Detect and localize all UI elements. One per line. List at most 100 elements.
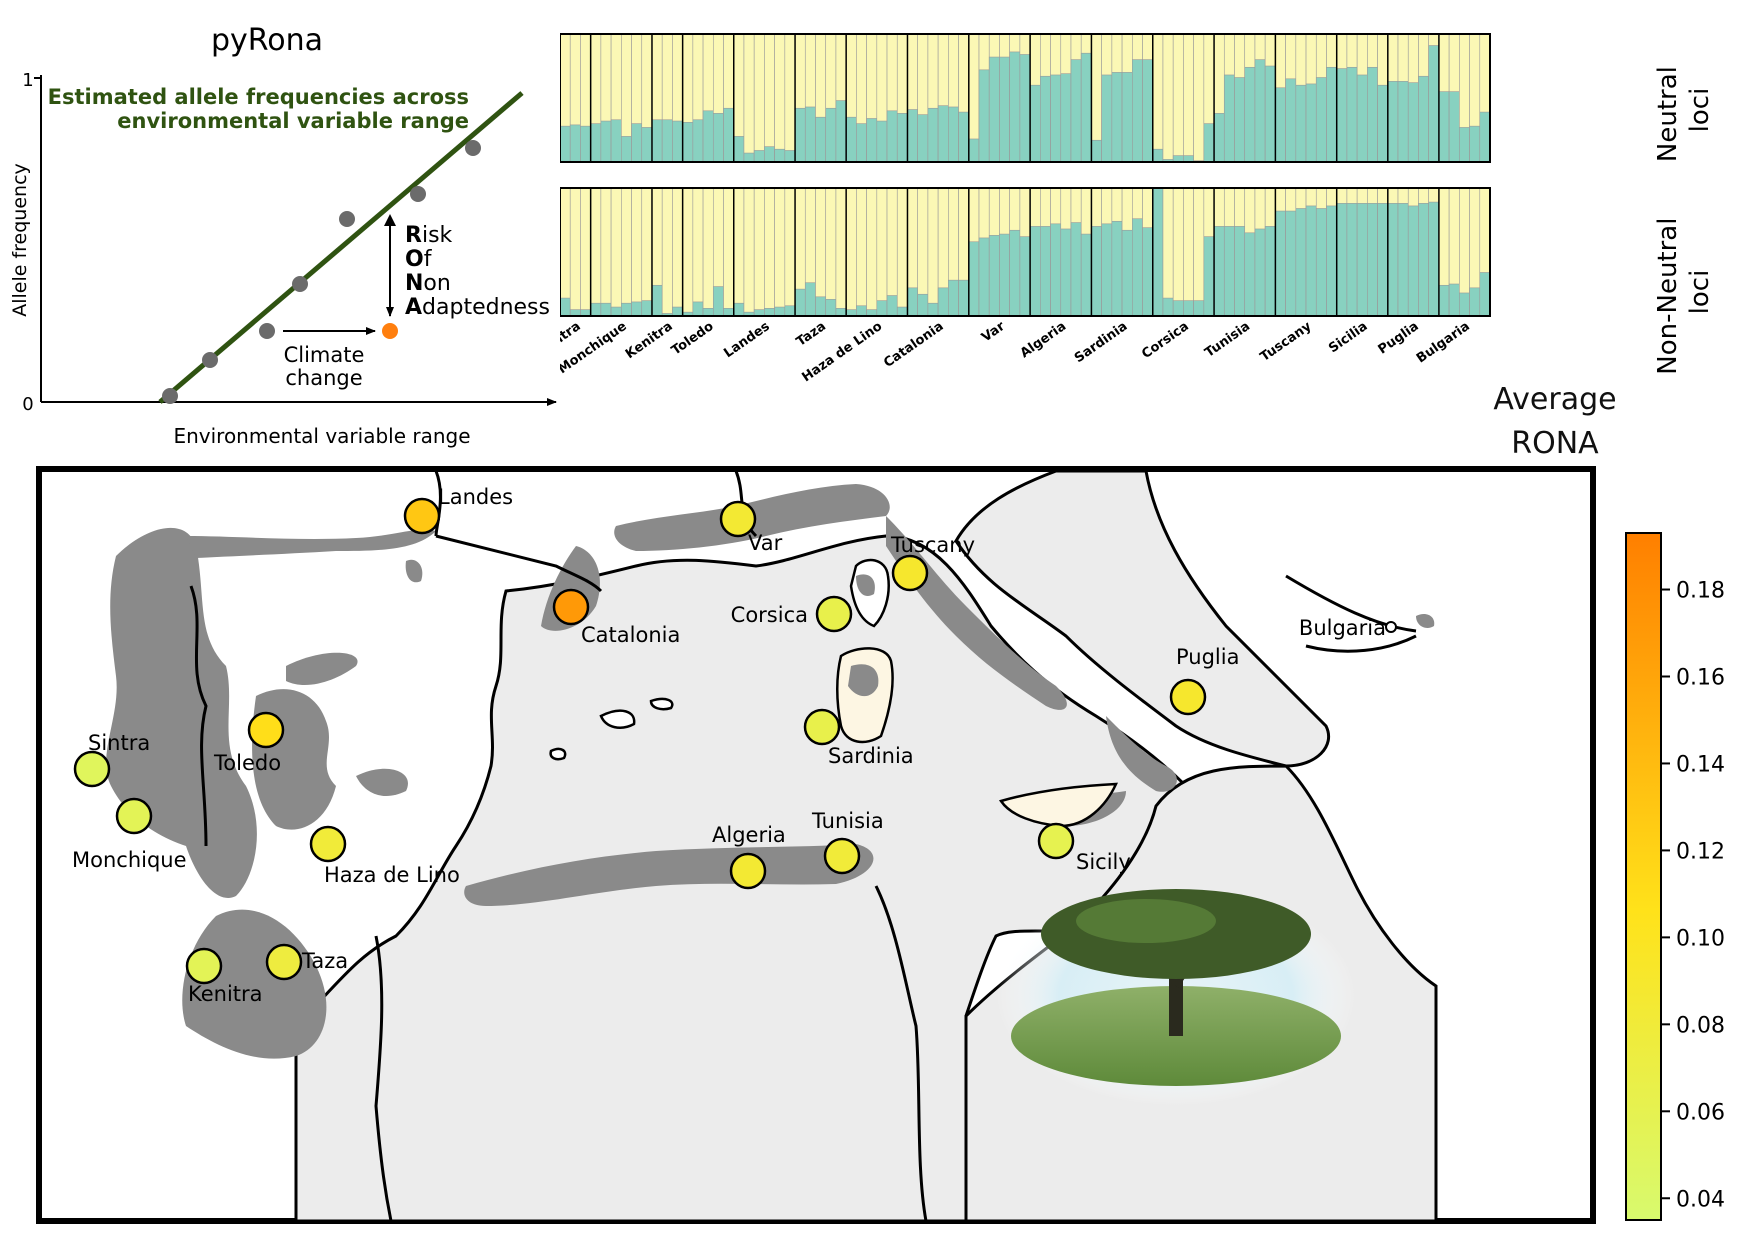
structure-bar: [856, 305, 867, 317]
colorbar-tick-label: 0.12: [1676, 839, 1725, 864]
structure-bar: [978, 237, 990, 317]
structure-bar: [1223, 226, 1235, 317]
structure-bar: [1132, 218, 1143, 317]
island-mallorca: [599, 709, 636, 729]
structure-bar-background: [927, 187, 939, 317]
site-label: Toledo: [213, 751, 281, 775]
structure-bar-background: [1172, 187, 1184, 317]
structure-bar: [1264, 226, 1276, 317]
structure-bar: [1448, 283, 1460, 317]
site-marker: [1169, 678, 1207, 716]
site-marker: [1037, 822, 1075, 860]
climate-label-2: change: [285, 366, 362, 390]
structure-bar: [600, 120, 612, 163]
structure-bar: [692, 301, 704, 317]
structure-bar: [1091, 139, 1102, 163]
structure-bar: [1132, 59, 1143, 163]
structure-bar: [631, 301, 643, 317]
structure-bar: [1459, 292, 1470, 317]
structure-bar: [1244, 232, 1256, 317]
structure-bar: [610, 119, 622, 163]
structure-bar: [937, 287, 949, 317]
border-bulgaria: [1305, 634, 1417, 653]
population-label: Sardinia: [1072, 319, 1130, 366]
structure-bar: [1142, 227, 1154, 317]
structure-bar: [1397, 81, 1409, 163]
population-label: Kenitra: [623, 319, 676, 362]
structure-bar: [1397, 203, 1409, 317]
population-label: Sicilia: [1326, 319, 1370, 356]
structure-bar: [733, 302, 745, 317]
structure-bar-background: [723, 187, 735, 317]
structure-bar: [1285, 78, 1297, 163]
site-label: Sintra: [88, 731, 150, 755]
structure-bar-background: [610, 187, 622, 317]
structure-bar: [1377, 84, 1389, 163]
structure-bar: [1029, 226, 1041, 317]
climate-label-1: Climate: [284, 343, 365, 367]
structure-bar: [580, 125, 591, 163]
structure-bar-background: [1183, 33, 1194, 163]
range-iberia-patch-3: [405, 559, 423, 583]
structure-bar: [631, 123, 643, 163]
line-label-1: Estimated allele frequencies across: [48, 85, 469, 109]
structure-bar: [815, 116, 827, 163]
structure-bar: [1387, 81, 1399, 163]
structure-bar: [590, 123, 602, 163]
structure-bar: [804, 282, 816, 317]
structure-bar: [1080, 233, 1092, 317]
structure-bar: [1070, 222, 1082, 317]
site-label: Landes: [438, 485, 513, 509]
structure-bar-background: [569, 187, 581, 317]
structure-bar-background: [1193, 187, 1205, 317]
structure-bar: [774, 306, 786, 317]
structure-bar: [764, 308, 775, 317]
distribution-map: Landes Var Tuscany Catalonia Corsica Bulgaria…: [36, 466, 1596, 1224]
structure-bar: [651, 284, 663, 317]
site-marker-empty: [1385, 621, 1397, 633]
colorbar-tick-label: 0.08: [1676, 1013, 1725, 1038]
site-label: Kenitra: [188, 982, 263, 1006]
structure-bar: [723, 308, 735, 317]
range-sardinia: [848, 664, 879, 697]
structure-bar: [927, 107, 939, 163]
structure-bar-background: [1183, 187, 1194, 317]
structure-bar-background: [784, 187, 796, 317]
future-point: [382, 323, 398, 339]
structure-bar: [794, 107, 806, 163]
data-point: [410, 186, 426, 202]
structure-bar: [1336, 203, 1348, 317]
structure-bar: [958, 111, 970, 163]
border-tunisia: [874, 885, 928, 1222]
structure-bar: [845, 116, 857, 163]
structure-bar: [621, 136, 632, 163]
site-marker: [729, 852, 767, 890]
structure-bar-background: [621, 187, 632, 317]
site-label: Catalonia: [581, 623, 680, 647]
structure-bar: [856, 123, 867, 163]
population-label: Tunisia: [1202, 319, 1253, 361]
structure-bar-background: [825, 187, 837, 317]
structure-bar: [560, 125, 571, 163]
colorbar-title-line-2: RONA: [1511, 426, 1599, 461]
structure-bar: [733, 136, 745, 163]
row-label-neutral-1: Neutral: [1653, 66, 1683, 162]
structure-bar: [835, 100, 847, 163]
structure-bar: [999, 56, 1010, 163]
structure-bar: [1459, 127, 1470, 163]
site-label: Sardinia: [828, 744, 914, 768]
structure-bar: [1275, 210, 1286, 317]
structure-bar: [1234, 226, 1246, 317]
structure-bar: [937, 105, 949, 163]
structure-bar-background: [641, 187, 653, 317]
border-algeria: [374, 935, 393, 1222]
structure-bar-background: [743, 187, 755, 317]
structure-bar: [1040, 75, 1051, 163]
structure-bar: [1407, 82, 1419, 163]
structure-bar-background: [631, 187, 643, 317]
structure-bar: [723, 107, 735, 163]
site-label: Bulgaria: [1299, 616, 1386, 640]
structure-bar: [1315, 208, 1327, 317]
structure-bar: [1315, 77, 1327, 163]
site-marker: [552, 588, 590, 626]
